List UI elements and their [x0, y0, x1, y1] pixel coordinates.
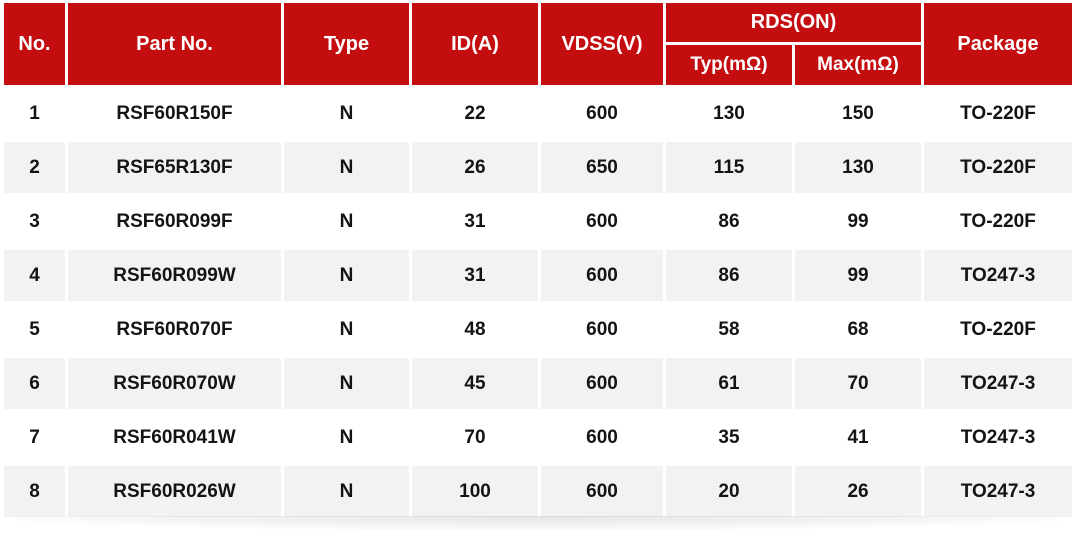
cell-package: TO-220F — [924, 88, 1073, 139]
cell-part-no: RSF60R099W — [68, 250, 281, 301]
cell-id: 100 — [412, 466, 538, 517]
cell-package: TO247-3 — [924, 466, 1073, 517]
cell-type: N — [284, 196, 409, 247]
cell-part-no: RSF60R099F — [68, 196, 281, 247]
cell-no: 6 — [4, 358, 65, 409]
cell-rds-max: 70 — [795, 358, 922, 409]
cell-rds-typ: 86 — [666, 196, 792, 247]
cell-rds-max: 26 — [795, 466, 922, 517]
table-row: 1 RSF60R150F N 22 600 130 150 TO-220F — [4, 88, 1073, 139]
column-header-id: ID(A) — [412, 3, 538, 85]
cell-package: TO-220F — [924, 142, 1073, 193]
cell-package: TO247-3 — [924, 358, 1073, 409]
cell-id: 70 — [412, 412, 538, 463]
table-row: 3 RSF60R099F N 31 600 86 99 TO-220F — [4, 196, 1073, 247]
cell-no: 7 — [4, 412, 65, 463]
table-body: 1 RSF60R150F N 22 600 130 150 TO-220F 2 RSF65R130… — [4, 88, 1073, 517]
cell-rds-typ: 130 — [666, 88, 792, 139]
column-header-rds-max: Max(mΩ) — [795, 45, 922, 85]
cell-package: TO247-3 — [924, 412, 1073, 463]
cell-vdss: 600 — [541, 412, 663, 463]
cell-type: N — [284, 250, 409, 301]
cell-rds-typ: 35 — [666, 412, 792, 463]
column-header-vdss: VDSS(V) — [541, 3, 663, 85]
cell-package: TO247-3 — [924, 250, 1073, 301]
cell-rds-max: 41 — [795, 412, 922, 463]
cell-vdss: 600 — [541, 196, 663, 247]
cell-vdss: 600 — [541, 304, 663, 355]
cell-id: 45 — [412, 358, 538, 409]
cell-id: 31 — [412, 250, 538, 301]
cell-part-no: RSF60R070W — [68, 358, 281, 409]
cell-rds-max: 99 — [795, 196, 922, 247]
column-header-rds-typ: Typ(mΩ) — [666, 45, 792, 85]
cell-part-no: RSF60R041W — [68, 412, 281, 463]
cell-part-no: RSF60R150F — [68, 88, 281, 139]
cell-type: N — [284, 412, 409, 463]
cell-part-no: RSF60R026W — [68, 466, 281, 517]
cell-vdss: 600 — [541, 466, 663, 517]
table-row: 7 RSF60R041W N 70 600 35 41 TO247-3 — [4, 412, 1073, 463]
cell-rds-typ: 58 — [666, 304, 792, 355]
cell-rds-typ: 115 — [666, 142, 792, 193]
table-row: 2 RSF65R130F N 26 650 115 130 TO-220F — [4, 142, 1073, 193]
cell-id: 48 — [412, 304, 538, 355]
column-header-package: Package — [924, 3, 1073, 85]
column-header-type: Type — [284, 3, 409, 85]
mosfet-parts-table: No. Part No. Type ID(A) VDSS(V) RDS(ON) … — [1, 0, 1076, 520]
cell-no: 4 — [4, 250, 65, 301]
cell-package: TO-220F — [924, 196, 1073, 247]
cell-no: 8 — [4, 466, 65, 517]
table-row: 4 RSF60R099W N 31 600 86 99 TO247-3 — [4, 250, 1073, 301]
cell-vdss: 600 — [541, 250, 663, 301]
cell-id: 22 — [412, 88, 538, 139]
cell-rds-typ: 61 — [666, 358, 792, 409]
table-row: 6 RSF60R070W N 45 600 61 70 TO247-3 — [4, 358, 1073, 409]
cell-rds-max: 130 — [795, 142, 922, 193]
cell-vdss: 600 — [541, 358, 663, 409]
cell-type: N — [284, 304, 409, 355]
cell-package: TO-220F — [924, 304, 1073, 355]
cell-rds-typ: 20 — [666, 466, 792, 517]
cell-vdss: 650 — [541, 142, 663, 193]
cell-no: 2 — [4, 142, 65, 193]
cell-rds-max: 150 — [795, 88, 922, 139]
cell-part-no: RSF65R130F — [68, 142, 281, 193]
cell-type: N — [284, 142, 409, 193]
cell-id: 26 — [412, 142, 538, 193]
cell-no: 3 — [4, 196, 65, 247]
cell-vdss: 600 — [541, 88, 663, 139]
cell-no: 1 — [4, 88, 65, 139]
cell-part-no: RSF60R070F — [68, 304, 281, 355]
column-header-rds-on: RDS(ON) — [666, 3, 922, 42]
cell-rds-max: 68 — [795, 304, 922, 355]
cell-no: 5 — [4, 304, 65, 355]
cell-type: N — [284, 466, 409, 517]
cell-id: 31 — [412, 196, 538, 247]
cell-rds-typ: 86 — [666, 250, 792, 301]
table-row: 8 RSF60R026W N 100 600 20 26 TO247-3 — [4, 466, 1073, 517]
table-header: No. Part No. Type ID(A) VDSS(V) RDS(ON) … — [4, 3, 1073, 85]
cell-type: N — [284, 88, 409, 139]
column-header-part-no: Part No. — [68, 3, 281, 85]
cell-rds-max: 99 — [795, 250, 922, 301]
column-header-no: No. — [4, 3, 65, 85]
cell-type: N — [284, 358, 409, 409]
table-row: 5 RSF60R070F N 48 600 58 68 TO-220F — [4, 304, 1073, 355]
